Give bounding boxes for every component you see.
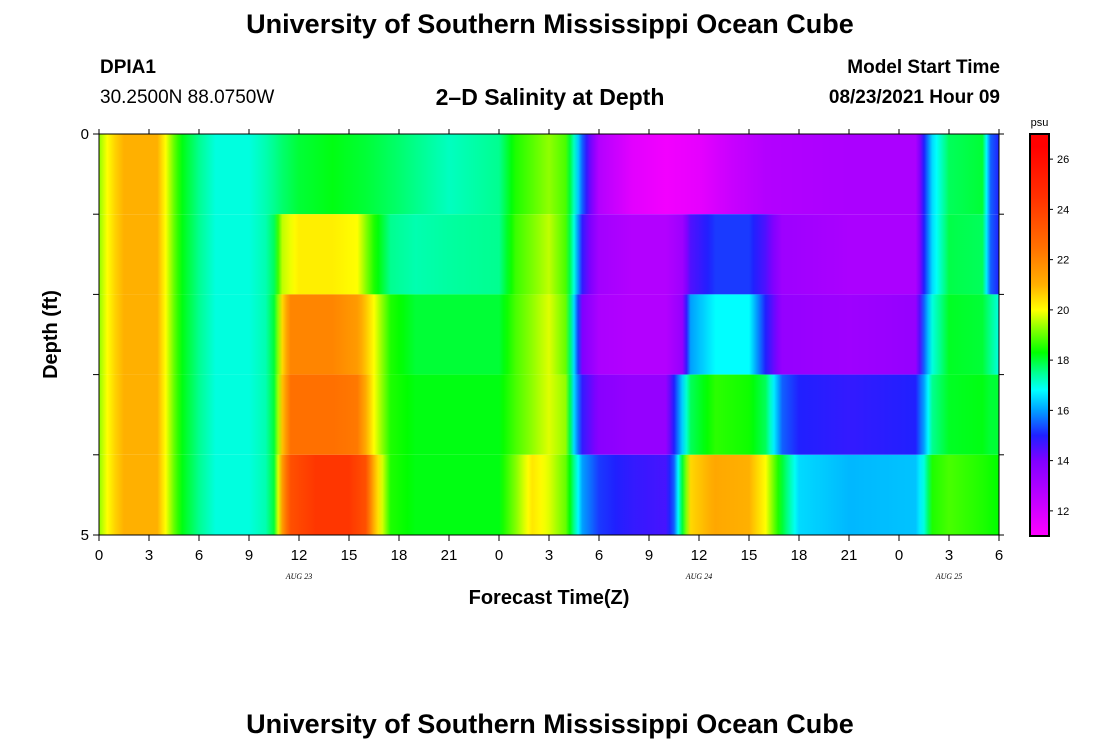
x-tick-label: 3: [545, 547, 553, 564]
colorbar: [1029, 133, 1050, 537]
colorbar-unit: psu: [1031, 117, 1049, 129]
chart-title: 2–D Salinity at Depth: [435, 84, 665, 110]
date-label: AUG 23: [285, 572, 312, 581]
x-tick-label: 6: [595, 547, 603, 564]
x-tick-label: 0: [895, 547, 903, 564]
y-axis-title: Depth (ft): [40, 290, 62, 379]
x-tick-label: 21: [841, 547, 858, 564]
x-tick-label: 3: [145, 547, 153, 564]
colorbar-tick-label: 22: [1057, 255, 1069, 267]
model-start-value: 08/23/2021 Hour 09: [828, 87, 1000, 108]
x-tick-label: 21: [441, 547, 458, 564]
date-label: AUG 24: [685, 572, 712, 581]
heatmap-layer: [99, 294, 999, 375]
x-tick-label: 0: [95, 547, 103, 564]
colorbar-tick-label: 18: [1057, 355, 1069, 367]
x-tick-label: 9: [645, 547, 653, 564]
colorbar-tick-label: 14: [1057, 456, 1069, 468]
x-tick-label: 9: [245, 547, 253, 564]
date-label: AUG 25: [935, 572, 962, 581]
model-start-label: Model Start Time: [847, 57, 1000, 78]
station-coordinates: 30.2500N 88.0750W: [100, 87, 275, 108]
heatmap-layer: [99, 454, 999, 535]
colorbar-tick-label: 16: [1057, 405, 1069, 417]
x-tick-label: 0: [495, 547, 503, 564]
x-tick-label: 15: [741, 547, 758, 564]
colorbar-tick-label: 24: [1057, 204, 1069, 216]
y-tick-label: 5: [81, 527, 89, 544]
x-tick-label: 6: [995, 547, 1003, 564]
page-title: University of Southern Mississippi Ocean…: [246, 9, 854, 39]
heatmap-layer: [99, 374, 999, 455]
x-tick-label: 18: [391, 547, 408, 564]
heatmap-layer: [99, 134, 999, 215]
heatmap-layer: [99, 214, 999, 295]
colorbar-tick-label: 26: [1057, 154, 1069, 166]
colorbar-tick-label: 20: [1057, 305, 1069, 317]
x-tick-label: 18: [791, 547, 808, 564]
station-id: DPIA1: [100, 57, 156, 78]
x-tick-label: 6: [195, 547, 203, 564]
y-tick-label: 0: [81, 126, 89, 143]
colorbar-tick-label: 12: [1057, 506, 1069, 518]
x-tick-label: 12: [691, 547, 708, 564]
x-tick-label: 12: [291, 547, 308, 564]
footer-title: University of Southern Mississippi Ocean…: [246, 709, 854, 739]
x-tick-label: 15: [341, 547, 358, 564]
x-axis-title: Forecast Time(Z): [469, 587, 630, 609]
x-tick-label: 3: [945, 547, 953, 564]
